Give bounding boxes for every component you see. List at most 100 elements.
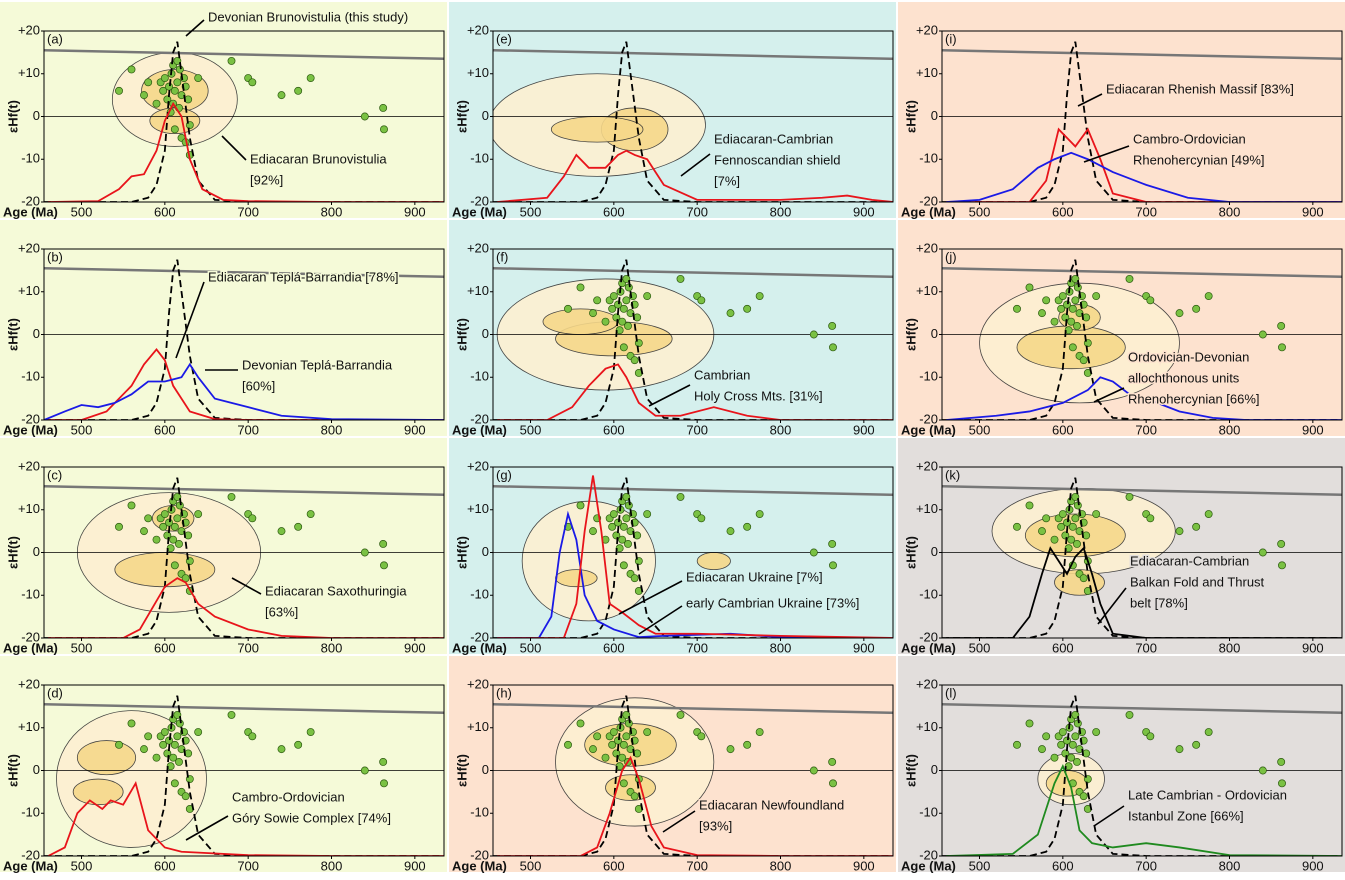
data-point (697, 296, 706, 305)
data-point (609, 292, 618, 300)
annotation: [63%] (265, 604, 298, 619)
data-point (755, 728, 764, 736)
y-tick-label: -20 (21, 193, 40, 208)
plot-area (942, 477, 1342, 638)
data-point (194, 728, 203, 736)
leader-line (1077, 93, 1103, 107)
y-tick-label: -20 (470, 629, 489, 644)
data-point (1092, 728, 1101, 736)
x-tick-label: 900 (1302, 204, 1324, 219)
y-tick-label: -20 (470, 411, 489, 426)
data-point (676, 492, 685, 501)
density-curve (48, 577, 444, 638)
data-point (160, 74, 169, 82)
data-point (173, 732, 182, 741)
depleted-mantle-line (942, 484, 1342, 497)
x-tick-label: 800 (1219, 204, 1241, 219)
data-point (809, 548, 818, 557)
data-point (1125, 274, 1134, 283)
panel: +20 +10 0 -10 -20 500 600 700 800 900 Age (Ma) εHf(… (898, 438, 1345, 655)
data-point (1146, 732, 1155, 741)
x-tick-label: 500 (969, 204, 991, 219)
depleted-mantle-line (942, 48, 1342, 61)
data-point (743, 304, 752, 313)
annotation: Ediacaran Newfoundland (699, 797, 844, 812)
y-tick-label: +10 (467, 719, 489, 734)
x-tick-label: 500 (969, 640, 991, 655)
density-contour (72, 778, 124, 806)
x-axis-label: Age (Ma) (452, 858, 507, 873)
reference-curve (942, 477, 1342, 638)
data-point (829, 343, 837, 352)
data-point (1071, 296, 1080, 305)
x-tick-label: 900 (404, 204, 426, 219)
data-point (809, 766, 818, 775)
annotation: [93%] (699, 818, 732, 833)
data-point (601, 753, 610, 762)
data-point (1068, 343, 1077, 352)
x-tick-label: 700 (686, 640, 708, 655)
y-tick-label: +10 (467, 283, 489, 298)
y-tick-label: -10 (470, 151, 489, 166)
y-tick-label: +20 (916, 676, 938, 691)
plot-area (942, 695, 1342, 856)
y-tick-label: +10 (467, 65, 489, 80)
data-point (829, 779, 837, 788)
data-point (294, 522, 303, 531)
data-point (1042, 732, 1051, 741)
data-point (1057, 522, 1066, 531)
panel-label: (b) (47, 249, 63, 264)
reference-curve (493, 695, 893, 856)
annotation: [92%] (250, 172, 283, 187)
y-tick-label: +20 (18, 22, 40, 37)
data-point (622, 274, 631, 283)
data-point (294, 86, 303, 95)
data-point (169, 535, 178, 544)
data-point (1042, 514, 1051, 523)
data-point (1067, 753, 1076, 762)
data-point (1071, 732, 1080, 741)
y-tick-label: -10 (470, 805, 489, 820)
density-curve (47, 781, 444, 856)
x-tick-label: 700 (237, 204, 259, 219)
data-point (170, 86, 179, 95)
panel-label: (h) (496, 685, 512, 700)
data-point (360, 548, 369, 557)
data-point (144, 514, 153, 523)
y-tick-label: 0 (931, 762, 938, 777)
data-point (743, 522, 752, 531)
data-point (624, 540, 632, 548)
y-tick-label: -10 (919, 805, 938, 820)
x-tick-label: 900 (404, 640, 426, 655)
data-point (227, 492, 236, 501)
density-contour (555, 569, 598, 588)
data-point (743, 740, 752, 749)
x-tick-label: 900 (404, 422, 426, 437)
panel: +20 +10 0 -10 -20 500 600 700 800 900 Age (Ma) εHf(… (0, 656, 447, 873)
panel-background (898, 2, 1345, 218)
data-point (619, 740, 628, 749)
data-point (127, 65, 136, 74)
data-point (1278, 561, 1286, 570)
data-point (809, 330, 818, 339)
data-point (170, 740, 179, 749)
data-point (1050, 317, 1059, 326)
data-point (173, 514, 182, 523)
x-tick-label: 700 (686, 204, 708, 219)
x-tick-label: 600 (154, 204, 176, 219)
y-tick-label: +20 (467, 240, 489, 255)
data-point (1092, 510, 1101, 518)
y-tick-label: -20 (919, 847, 938, 862)
reference-curve (44, 259, 444, 420)
density-curve (946, 151, 1342, 202)
y-axis-label: εHf(t) (5, 754, 20, 787)
data-point (115, 740, 123, 749)
plot-area (44, 259, 444, 420)
y-tick-label: -10 (21, 369, 40, 384)
x-tick-label: 900 (853, 204, 875, 219)
data-point (169, 753, 178, 762)
data-point (306, 728, 315, 736)
reference-curve (44, 695, 444, 856)
x-tick-label: 800 (770, 204, 792, 219)
